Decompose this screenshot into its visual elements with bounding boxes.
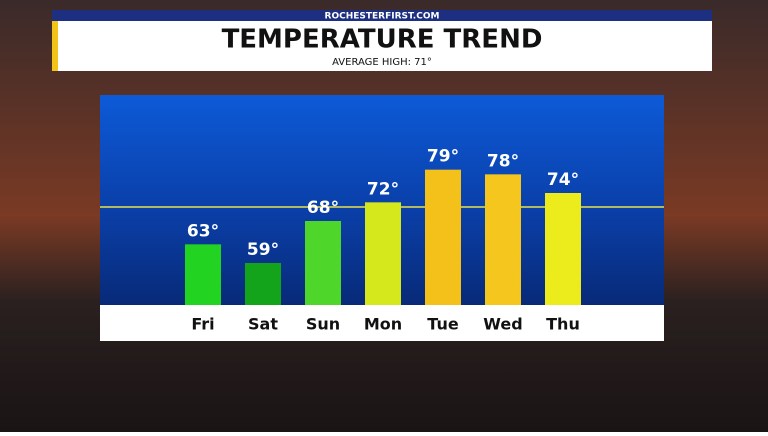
value-label: 68° [307, 198, 339, 218]
bar [245, 263, 281, 305]
bar [305, 221, 341, 305]
value-label: 74° [547, 170, 579, 190]
x-tick-label: Mon [364, 315, 402, 334]
bar [545, 193, 581, 305]
x-tick-label: Sun [306, 315, 340, 334]
value-label: 63° [187, 221, 219, 241]
value-label: 79° [427, 147, 459, 167]
value-label: 78° [487, 151, 519, 171]
x-tick-label: Wed [483, 315, 522, 334]
bar [185, 244, 221, 305]
bar [425, 169, 461, 305]
marks: 63° Fri 59° Sat 68° Sun 72° Mon 79° Tue 78° Wed 74° T… [100, 147, 664, 334]
source: ROCHESTERFIRST.COM [325, 12, 440, 22]
title-accent [52, 21, 58, 71]
value-label: 72° [367, 179, 399, 199]
chart-title: TEMPERATURE TREND [222, 25, 543, 55]
bar [365, 202, 401, 305]
source-strip [52, 10, 712, 21]
x-tick-label: Tue [427, 315, 459, 334]
category-strip [100, 305, 664, 341]
title-box [52, 21, 712, 71]
x-tick-label: Sat [248, 315, 278, 334]
x-tick-label: Thu [546, 315, 580, 334]
value-label: 59° [247, 240, 279, 260]
x-tick-label: Fri [191, 315, 214, 334]
bar [485, 174, 521, 305]
chart-subtitle: AVERAGE HIGH: 71° [332, 57, 432, 68]
